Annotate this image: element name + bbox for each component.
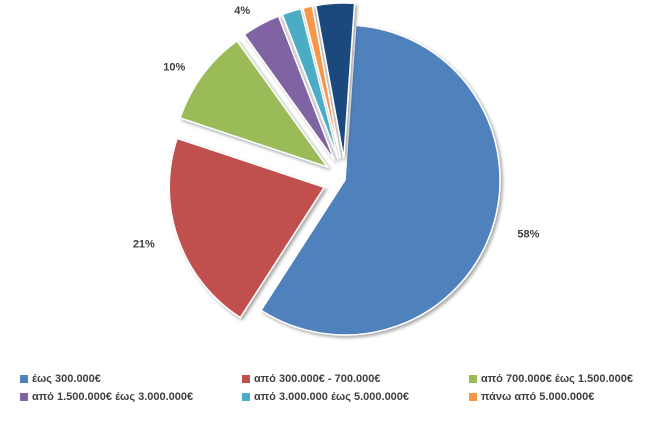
- legend-item: από 300.000€ - 700.000€: [242, 373, 469, 385]
- legend-swatch: [469, 393, 477, 401]
- legend-swatch: [242, 393, 250, 401]
- pie-slice: [243, 15, 336, 162]
- legend-label: από 3.000.000 έως 5.000.000€: [254, 391, 410, 403]
- legend-item: από 3.000.000 έως 5.000.000€: [242, 391, 469, 403]
- legend-label: από 1.500.000€ έως 3.000.000€: [32, 391, 194, 403]
- legend-label: πάνω από 5.000.000€: [481, 391, 595, 403]
- slice-value-label: 2%: [271, 0, 287, 1]
- legend-label: έως 300.000€: [32, 373, 101, 385]
- pie-slice: [301, 5, 342, 159]
- legend-item: από 700.000€ έως 1.500.000€: [469, 373, 633, 385]
- pie-slice: [314, 2, 356, 159]
- slice-value-label: 4%: [234, 5, 250, 17]
- legend-item: από 1.500.000€ έως 3.000.000€: [20, 391, 242, 403]
- slice-value-label: 58%: [517, 228, 539, 240]
- slice-value-label: 10%: [163, 62, 185, 74]
- pie-slice: [259, 24, 501, 336]
- legend-row-2: από 1.500.000€ έως 3.000.000€ από 3.000.…: [20, 388, 660, 406]
- legend-label: από 300.000€ - 700.000€: [254, 373, 381, 385]
- legend-item: πάνω από 5.000.000€: [469, 391, 594, 403]
- legend-label: από 700.000€ έως 1.500.000€: [481, 373, 633, 385]
- legend-item: έως 300.000€: [20, 373, 242, 385]
- legend-row-1: έως 300.000€ από 300.000€ - 700.000€ από…: [20, 370, 660, 388]
- slice-value-label: 21%: [133, 238, 155, 250]
- pie-slice: [168, 137, 326, 319]
- chart-legend: έως 300.000€ από 300.000€ - 700.000€ από…: [20, 370, 660, 406]
- pie-slice: [179, 39, 330, 169]
- legend-swatch: [469, 375, 477, 383]
- legend-swatch: [242, 375, 250, 383]
- legend-swatch: [20, 375, 28, 383]
- pie-slice: [281, 7, 340, 160]
- pie-chart: 58%21%10%4%2%1%4%: [133, 0, 540, 336]
- legend-swatch: [20, 393, 28, 401]
